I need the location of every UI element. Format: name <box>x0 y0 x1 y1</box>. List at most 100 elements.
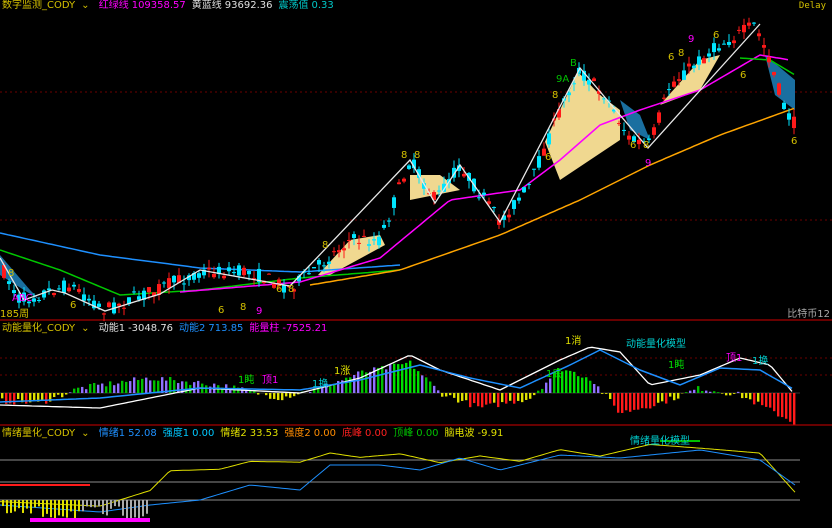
energy-bar <box>721 393 724 394</box>
readout-1: 黄蓝线 93692.36 <box>192 0 273 11</box>
energy-bar <box>413 368 416 393</box>
emotion-bar <box>26 500 28 509</box>
energy-bar <box>137 380 140 393</box>
tag-ding-2: 顶1 <box>262 375 279 386</box>
readout-label: 黄蓝线 <box>191 0 222 11</box>
candle-body <box>277 279 281 287</box>
emotion-bar <box>62 500 64 517</box>
emotion-bar <box>138 500 140 520</box>
energy-bar <box>561 371 564 393</box>
main-indicator-name[interactable]: 数字监测_CODY ⌄ <box>2 0 90 11</box>
energy-bar <box>641 393 644 409</box>
energy-bar <box>553 372 556 393</box>
emotion-bar <box>30 518 150 522</box>
candle-body <box>717 48 721 51</box>
energy-bar <box>25 393 28 404</box>
candle-body <box>352 234 356 239</box>
tag-di: 1底 <box>546 369 563 380</box>
energy-bar <box>209 386 212 393</box>
readout-value: 0.00 <box>365 428 388 439</box>
candle-body <box>182 283 186 285</box>
momentum1-line <box>0 346 793 409</box>
candle-body <box>507 214 511 218</box>
energy-bar <box>781 393 784 418</box>
readout-1: 动能2 713.85 <box>179 323 243 334</box>
readout-label: 能量柱 <box>249 323 280 334</box>
candle-body <box>747 22 751 26</box>
emotion-bar <box>58 500 60 516</box>
candle-body <box>177 275 181 284</box>
energy-bar <box>45 393 48 404</box>
chevron-down-icon[interactable]: ⌄ <box>81 428 90 439</box>
energy-bar <box>321 386 324 393</box>
emotion-bar <box>106 500 108 516</box>
energy-bar <box>197 380 200 393</box>
chevron-down-icon[interactable]: ⌄ <box>81 323 90 334</box>
candle-body <box>382 224 386 228</box>
emotion-bar <box>94 500 96 508</box>
emotion-bar <box>22 500 24 513</box>
energy-bar <box>425 377 428 393</box>
candle-body <box>637 139 641 145</box>
emotion-bar <box>34 500 36 508</box>
emotion-bar <box>66 500 68 518</box>
energy-bar <box>1 393 4 399</box>
candle-body <box>757 33 761 37</box>
candle-body <box>667 89 671 91</box>
energy-bar <box>285 393 288 397</box>
readout-label: 顶峰 <box>393 428 414 439</box>
candle-body <box>292 289 296 292</box>
candle-body <box>732 40 736 44</box>
period-label[interactable]: 185周 <box>0 309 30 320</box>
readout-label: 强度1 <box>162 428 190 439</box>
readout-label: 脑电波 <box>444 428 475 439</box>
main-indicator-header: 数字监测_CODY ⌄ 红绿线 109358.57 黄蓝线 93692.36 震荡值 0.3… <box>2 0 346 12</box>
chevron-down-icon[interactable]: ⌄ <box>81 0 90 11</box>
readout-0: 红绿线 109358.57 <box>99 0 186 11</box>
candle-body <box>32 298 36 302</box>
energy-bar <box>473 393 476 404</box>
energy-bar <box>229 390 232 393</box>
energy-bar <box>161 377 164 393</box>
emotion-bar <box>130 500 132 519</box>
candle-body <box>232 272 236 274</box>
yellow-band <box>545 72 620 180</box>
candle-body <box>402 178 406 182</box>
signal-marker-eight: 8 <box>8 268 15 279</box>
energy-bar <box>565 370 568 393</box>
candle-body <box>217 266 221 275</box>
energy-bar <box>417 371 420 393</box>
energy-bar <box>293 393 296 397</box>
energy-bar <box>673 393 676 401</box>
candle-body <box>297 275 301 282</box>
candle-body <box>632 136 636 142</box>
ind2-indicator-name[interactable]: 情绪量化_CODY ⌄ <box>2 428 90 439</box>
candle-body <box>582 70 586 81</box>
signal-marker-nine: 9 <box>645 158 652 169</box>
candle-body <box>652 127 656 135</box>
candle-body <box>722 43 726 45</box>
readout-label: 震荡值 <box>278 0 309 11</box>
readout-value: 93692.36 <box>224 0 273 11</box>
candle-body <box>307 273 311 275</box>
candle-body <box>397 182 401 185</box>
candle-body <box>107 302 111 308</box>
energy-bar <box>573 371 576 393</box>
ind1-title: 动能量化模型 <box>626 339 686 350</box>
energy-bar <box>397 364 400 393</box>
candle-body <box>782 102 786 109</box>
candle-body <box>612 109 616 112</box>
candle-body <box>422 183 426 189</box>
energy-bar <box>729 393 732 396</box>
energy-bar <box>13 393 16 405</box>
energy-bar <box>469 393 472 408</box>
energy-bar <box>593 384 596 393</box>
energy-bar <box>345 377 348 393</box>
candle-body <box>772 71 776 76</box>
blue-band <box>0 255 40 300</box>
readout-label: 动能2 <box>179 323 206 334</box>
candle-body <box>512 200 516 209</box>
ind1-indicator-name[interactable]: 动能量化_CODY ⌄ <box>2 323 90 334</box>
emotion-bar <box>98 500 100 507</box>
